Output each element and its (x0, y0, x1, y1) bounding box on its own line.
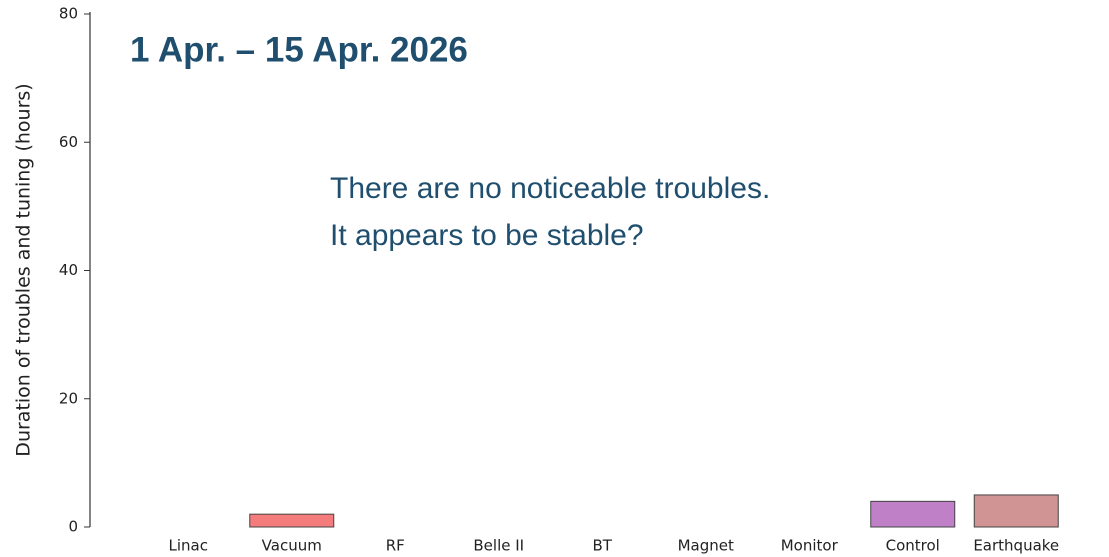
annotation: It appears to be stable? (330, 219, 644, 252)
x-tick-label: Linac (169, 537, 208, 555)
x-tick-label: Magnet (678, 537, 734, 555)
bar (249, 513, 335, 528)
y-tick-label: 60 (59, 133, 78, 151)
annotation: There are no noticeable troubles. (330, 172, 770, 205)
x-tick-label: BT (593, 537, 613, 555)
y-tick-label: 20 (59, 389, 78, 407)
y-tick-label: 40 (59, 261, 78, 279)
x-tick-label: Belle II (473, 537, 524, 555)
bar (870, 500, 956, 528)
x-tick-label: Vacuum (262, 537, 322, 555)
x-tick-label: Control (886, 537, 940, 555)
x-tick-label: RF (386, 537, 405, 555)
y-axis-label: Duration of troubles and tuning (hours) (13, 83, 35, 456)
x-tick-label: Earthquake (973, 537, 1059, 555)
bar (973, 494, 1059, 528)
chart-title: 1 Apr. – 15 Apr. 2026 (130, 30, 468, 69)
y-tick-label: 80 (59, 5, 78, 23)
y-tick-label: 0 (68, 518, 78, 536)
x-tick-label: Monitor (781, 537, 839, 555)
